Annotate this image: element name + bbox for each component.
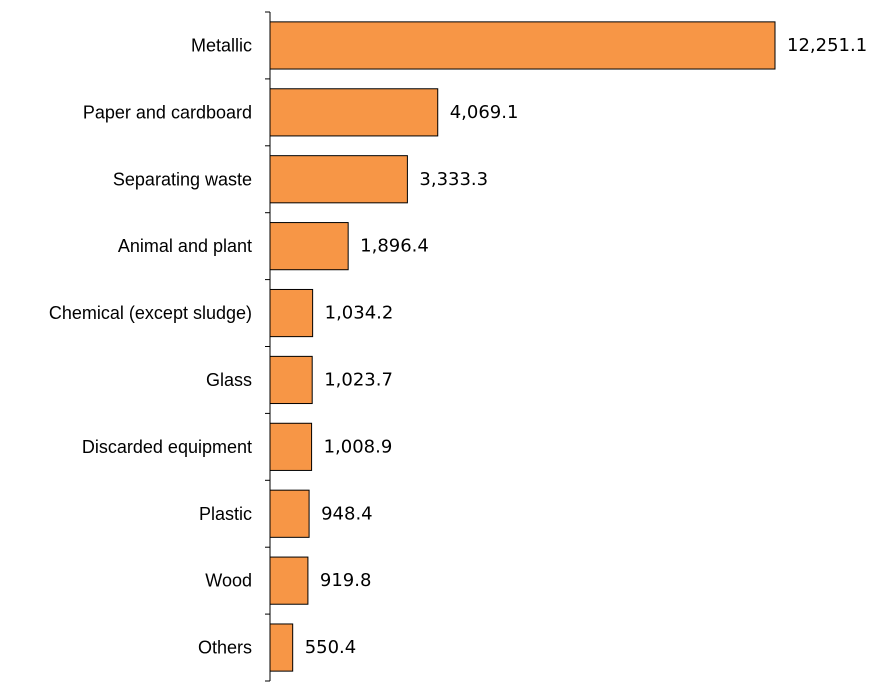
bar-discarded-equipment [269,422,313,471]
labels-layer: Metallic 12,251.1 Paper and cardboard 4,069… [49,35,867,658]
category-label-paper-and-cardboard: Paper and cardboard [83,102,252,122]
bar-chemical-except-sludge [269,288,314,338]
category-label-wood: Wood [205,571,252,591]
value-label-discarded-equipment: 1,008.9 [324,436,393,457]
category-label-metallic: Metallic [191,35,252,55]
category-label-chemical-except-sludge: Chemical (except sludge) [49,303,252,323]
category-label-others: Others [198,638,252,658]
value-label-metallic: 12,251.1 [787,35,867,56]
value-label-separating-waste: 3,333.3 [419,169,488,190]
value-label-animal-and-plant: 1,896.4 [360,236,429,257]
category-label-animal-and-plant: Animal and plant [118,236,252,256]
value-label-paper-and-cardboard: 4,069.1 [450,102,519,123]
bars-layer [269,21,776,672]
value-label-glass: 1,023.7 [324,369,393,390]
bar-metallic [269,21,776,70]
category-label-discarded-equipment: Discarded equipment [82,437,252,457]
value-label-plastic: 948.4 [321,503,373,524]
bar-animal-and-plant [269,222,349,271]
category-axis [265,11,271,682]
value-label-others: 550.4 [305,637,357,658]
bar-paper-and-cardboard [269,88,439,137]
category-label-plastic: Plastic [199,504,252,524]
category-label-glass: Glass [206,370,252,390]
value-label-wood: 919.8 [320,570,372,591]
bar-glass [269,355,313,405]
bar-plastic [269,489,310,538]
value-label-chemical-except-sludge: 1,034.2 [325,303,394,324]
bar-separating-waste [269,155,408,204]
bar-others [269,623,294,672]
category-label-separating-waste: Separating waste [113,169,252,189]
bar-wood [269,556,309,605]
